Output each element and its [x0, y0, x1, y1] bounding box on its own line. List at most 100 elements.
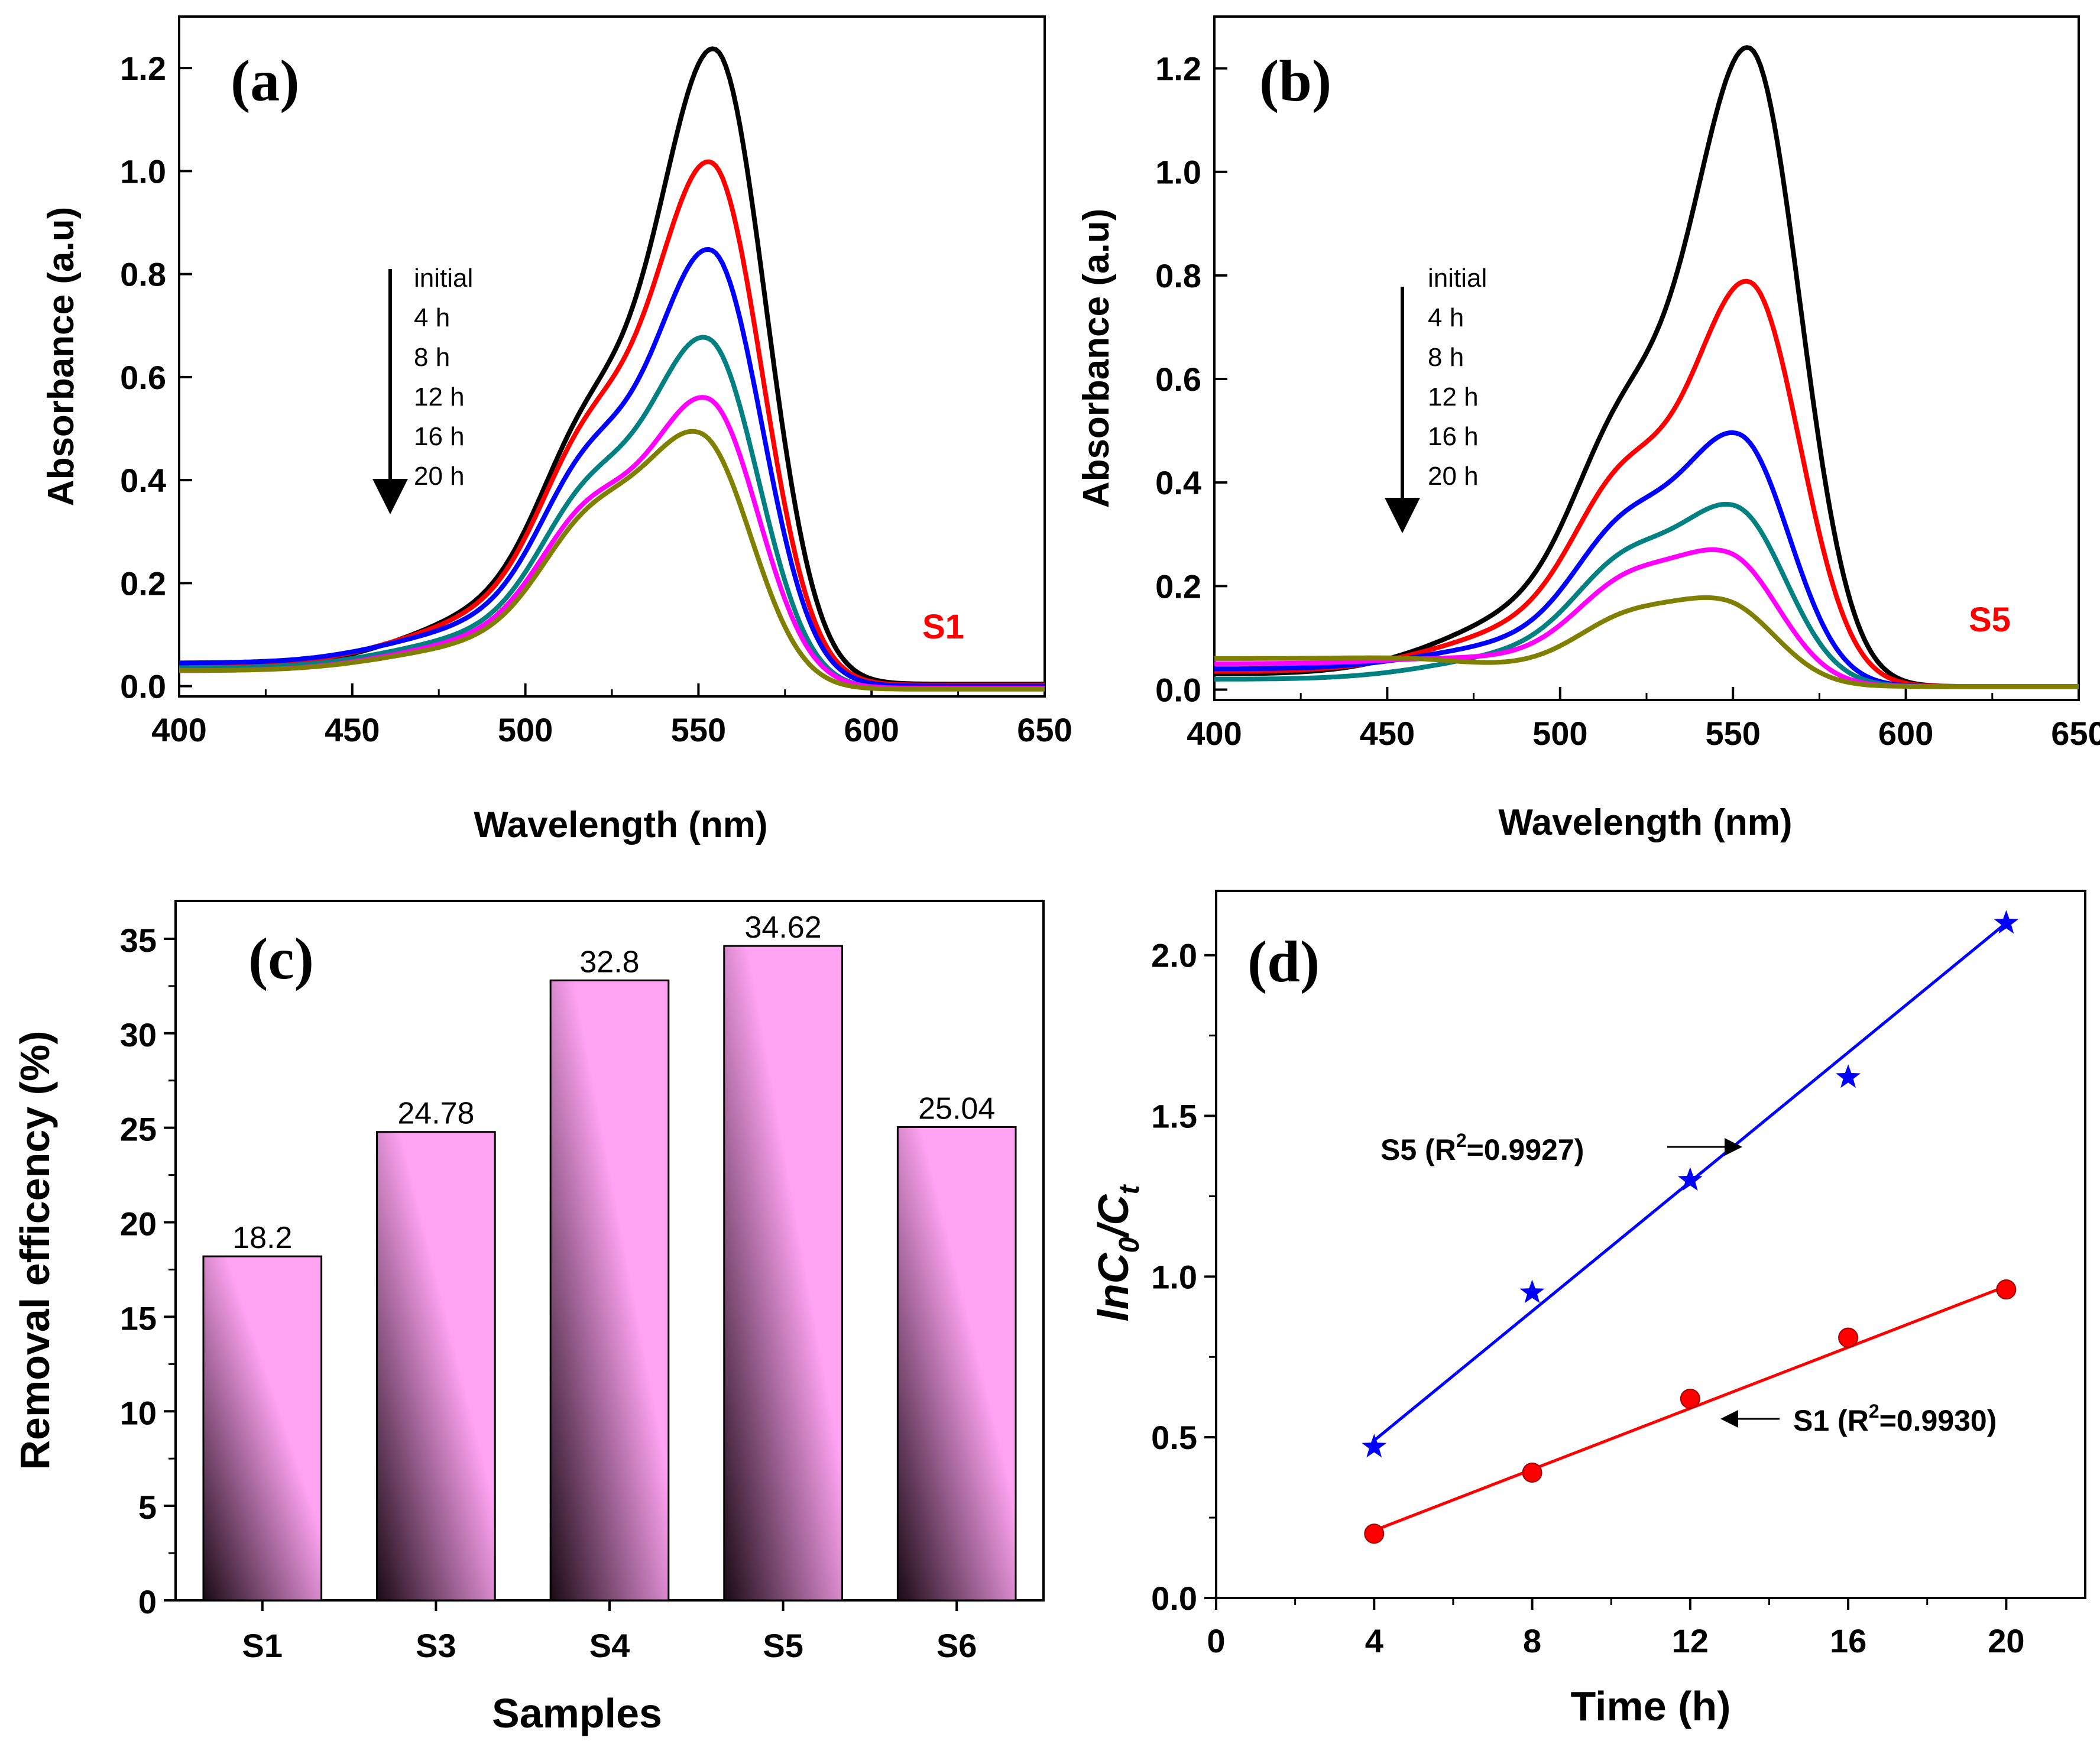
x-tick-label: 20 — [1988, 1622, 2024, 1659]
y-tick-label: 0.4 — [120, 462, 166, 499]
x-tick-label: 650 — [2051, 715, 2100, 752]
y-tick-label: 1.0 — [1155, 154, 1201, 191]
s5-fit-annotation: S5 (R2=0.9927) — [1380, 1130, 1584, 1166]
panel-d-kinetics: 0 4 8 12 16 20 0.0 0.5 1.0 1.5 2.0 (d) S5 (R2=0.99… — [1090, 890, 2086, 1729]
x-tick-label: S4 — [589, 1627, 630, 1664]
legend-entry: 20 h — [1428, 462, 1479, 491]
data-point-S1 — [1680, 1388, 1700, 1409]
x-tick-label: 650 — [1017, 711, 1072, 748]
y-axis-label: Removal efficency (%) — [12, 1030, 58, 1470]
x-tick-label: 550 — [671, 711, 726, 748]
panel-c-removal-efficiency: 0 5 10 15 20 25 30 35 18.2 S1 24.78 S3 32.8 S4 34.62 S5… — [12, 900, 1045, 1736]
data-point-S1 — [1996, 1279, 2017, 1300]
data-point-S5 — [1994, 910, 2019, 934]
series-line-12h — [179, 335, 1045, 691]
series-line-initial — [179, 46, 1045, 687]
y-tick-label: 10 — [120, 1394, 157, 1431]
bar-value-label: 24.78 — [397, 1097, 474, 1131]
legend-entry: 20 h — [414, 462, 465, 491]
bar-value-label: 34.62 — [745, 910, 822, 945]
y-tick-label: 0.2 — [1155, 568, 1201, 605]
x-tick-label: 16 — [1830, 1622, 1866, 1659]
x-axis-label: Samples — [492, 1690, 662, 1736]
x-tick-label: 500 — [1532, 715, 1587, 752]
panel-a-absorbance-s1: 400 450 500 550 600 6500.00.20.40.60.81.01.2 … — [41, 15, 1072, 845]
legend: initial 4 h 8 h 12 h 16 h 20 h — [414, 264, 473, 491]
series-line-initial — [1214, 45, 2079, 689]
data-point-S5 — [1519, 1279, 1545, 1304]
panel-label: (b) — [1259, 48, 1331, 114]
x-tick-label: S3 — [416, 1627, 456, 1664]
y-tick-label: 0.4 — [1155, 464, 1201, 501]
series-line-4h — [1214, 278, 2079, 689]
x-tick-label: 400 — [1187, 715, 1242, 752]
legend-entry: initial — [1428, 264, 1487, 293]
panel-label: (d) — [1247, 929, 1320, 994]
y-axis-label: Absorbance (a.u) — [41, 207, 82, 506]
y-tick-label: 20 — [120, 1205, 157, 1243]
y-tick-label: 25 — [120, 1111, 157, 1148]
y-tick-label: 35 — [120, 922, 157, 959]
legend-entry: 8 h — [1428, 343, 1464, 372]
x-tick-label: S6 — [936, 1627, 977, 1664]
x-tick-label: 0 — [1207, 1622, 1225, 1659]
legend-entry: 8 h — [414, 343, 450, 372]
y-tick-label: 0.0 — [1155, 671, 1201, 708]
x-tick-label: 4 — [1365, 1622, 1383, 1659]
data-point-S1 — [1838, 1327, 1859, 1348]
x-tick-label: 8 — [1523, 1622, 1541, 1659]
legend-entry: initial — [414, 264, 473, 293]
series-line-20h — [1214, 595, 2079, 689]
bar-value-label: 18.2 — [232, 1221, 292, 1255]
x-tick-label: 450 — [1360, 715, 1415, 752]
data-point-S1 — [1522, 1462, 1542, 1483]
series-line-4h — [179, 159, 1045, 688]
x-tick-label: S5 — [763, 1627, 803, 1664]
panel-label: (c) — [248, 926, 314, 991]
x-tick-label: 450 — [325, 711, 380, 748]
data-point-S5 — [1677, 1167, 1703, 1191]
series-line-8h — [179, 247, 1045, 689]
bar-S1 — [202, 1255, 323, 1602]
y-tick-label: 0.8 — [120, 256, 166, 293]
data-point-S1 — [1364, 1523, 1385, 1544]
x-tick-label: 600 — [1878, 715, 1933, 752]
y-tick-label: 0.6 — [1155, 361, 1201, 398]
x-tick-label: 500 — [498, 711, 553, 748]
legend-entry: 12 h — [414, 382, 465, 411]
y-tick-label: 1.2 — [120, 50, 166, 87]
legend-entry: 4 h — [414, 303, 450, 332]
bar-S3 — [376, 1131, 496, 1602]
y-tick-label: 30 — [120, 1016, 157, 1053]
y-tick-label: 2.0 — [1151, 937, 1197, 974]
y-tick-label: 1.0 — [1151, 1258, 1197, 1295]
legend: initial 4 h 8 h 12 h 16 h 20 h — [1428, 264, 1487, 491]
plot-frame — [1213, 15, 2080, 701]
y-tick-label: 1.0 — [120, 153, 166, 190]
x-tick-label: 600 — [844, 711, 899, 748]
x-axis-label: Time (h) — [1571, 1683, 1731, 1729]
bar-value-label: 25.04 — [918, 1091, 995, 1126]
x-tick-label: S1 — [242, 1627, 283, 1664]
x-axis-label: Wavelength (nm) — [1498, 802, 1792, 843]
s1-fit-annotation: S1 (R2=0.9930) — [1793, 1401, 1997, 1437]
panel-b-absorbance-s5: 400 450 500 550 600 6500.00.20.40.60.81.01.2 … — [1076, 15, 2100, 843]
y-tick-label: 0.0 — [1151, 1580, 1197, 1617]
legend-entry: 4 h — [1428, 303, 1464, 332]
y-tick-label: 0.5 — [1151, 1419, 1197, 1456]
legend-entry: 16 h — [414, 422, 465, 451]
bar-value-label: 32.8 — [579, 945, 639, 979]
y-axis-label: lnC0/Ct — [1090, 1184, 1145, 1322]
y-tick-label: 0.0 — [120, 668, 166, 705]
y-tick-label: 0.8 — [1155, 257, 1201, 294]
y-tick-label: 1.5 — [1151, 1098, 1197, 1135]
y-tick-label: 15 — [120, 1299, 157, 1337]
legend-entry: 16 h — [1428, 422, 1479, 451]
y-tick-label: 0 — [138, 1583, 157, 1620]
sample-label: S1 — [922, 608, 964, 646]
x-tick-label: 12 — [1672, 1622, 1709, 1659]
panel-label: (a) — [231, 48, 300, 114]
x-tick-label: 400 — [151, 711, 206, 748]
data-point-S5 — [1836, 1064, 1861, 1088]
